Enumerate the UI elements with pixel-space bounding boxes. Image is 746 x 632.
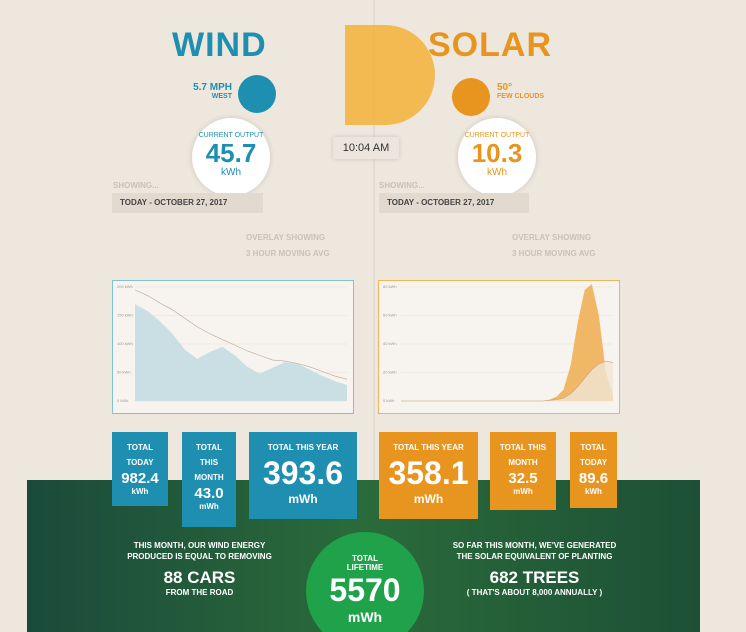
wind-speed: 5.7 MPH	[193, 82, 232, 93]
overlay-note: OVERLAY SHOWING 3 HOUR MOVING AVG	[512, 230, 596, 262]
overlay-line: 3 HOUR MOVING AVG	[512, 249, 596, 258]
total-box: TOTAL TODAY 982.4 kWh	[112, 432, 168, 506]
overlay-line: OVERLAY SHOWING	[246, 233, 326, 242]
moving-avg-line	[401, 360, 614, 402]
output-label: CURRENT OUTPUT	[464, 132, 530, 139]
wind-equivalent: THIS MONTH, OUR WIND ENERGY PRODUCED IS …	[112, 540, 287, 597]
y-tick-label: 0 kWh	[383, 398, 394, 403]
equivalent-value: 88 CARS	[163, 568, 236, 587]
total-unit: kWh	[585, 487, 602, 496]
y-tick-label: 50 kWh	[117, 370, 131, 375]
wind-conditions: 5.7 MPH WEST	[150, 82, 232, 100]
lifetime-value: 5570	[329, 572, 401, 608]
wind-title: WIND	[172, 26, 267, 64]
equivalent-text: THIS MONTH, OUR WIND ENERGY PRODUCED IS …	[127, 541, 272, 561]
lifetime-label: TOTAL LIFETIME	[346, 554, 384, 572]
clock: 10:04 AM	[333, 137, 399, 159]
solar-title: SOLAR	[428, 26, 552, 64]
y-tick-label: 40 kWh	[383, 341, 397, 346]
solar-chart: 0 kWh 20 kWh 40 kWh 60 kWh 80 kWh	[378, 280, 620, 414]
weather-icon	[452, 78, 490, 116]
showing-label: SHOWING...	[379, 181, 425, 190]
overlay-line: OVERLAY SHOWING	[512, 233, 592, 242]
y-tick-label: 80 kWh	[383, 284, 397, 289]
total-box: TOTAL THIS YEAR 358.1 mWh	[379, 432, 478, 519]
total-unit: mWh	[199, 502, 219, 511]
overlay-note: OVERLAY SHOWING 3 HOUR MOVING AVG	[246, 230, 330, 262]
total-value: 32.5	[508, 470, 538, 487]
y-tick-label: 60 kWh	[383, 313, 397, 318]
total-label: TOTAL THIS MONTH	[194, 443, 224, 482]
solar-conditions: 50° FEW CLOUDS	[497, 82, 544, 100]
solar-output: CURRENT OUTPUT 10.3 kWh	[458, 118, 536, 196]
total-label: TOTAL THIS YEAR	[393, 443, 464, 452]
date-dropdown[interactable]: TODAY - OCTOBER 27, 2017	[379, 193, 529, 213]
total-value: 89.6	[578, 470, 609, 487]
output-unit: kWh	[487, 167, 507, 178]
output-value: 10.3	[471, 138, 523, 168]
y-tick-label: 150 kWh	[117, 313, 133, 318]
conditions: FEW CLOUDS	[497, 93, 545, 100]
total-unit: mWh	[413, 492, 444, 506]
total-box: TOTAL TODAY 89.6 kWh	[570, 432, 617, 508]
total-label: TOTAL THIS MONTH	[499, 443, 547, 467]
total-value: 43.0	[194, 485, 224, 502]
solar-equivalent: SO FAR THIS MONTH, WE'VE GENERATED THE S…	[447, 540, 622, 597]
y-tick-label: 20 kWh	[383, 370, 397, 375]
temperature: 50°	[497, 82, 513, 93]
output-label: CURRENT OUTPUT	[198, 132, 264, 139]
total-label: TOTAL TODAY	[126, 443, 154, 467]
total-box: TOTAL THIS MONTH 32.5 mWh	[490, 432, 556, 510]
y-tick-label: 200 kWh	[117, 284, 133, 289]
total-value: 982.4	[121, 470, 159, 487]
total-label: TOTAL THIS YEAR	[267, 443, 339, 452]
total-box: TOTAL THIS MONTH 43.0 mWh	[182, 432, 236, 527]
wind-output: CURRENT OUTPUT 45.7 kWh	[192, 118, 270, 196]
equivalent-value: 682 TREES	[489, 568, 580, 587]
total-value: 393.6	[262, 455, 344, 491]
moving-avg-line	[134, 289, 348, 380]
total-label: TOTAL TODAY	[579, 443, 608, 467]
lifetime-circle: TOTAL LIFETIME 5570 mWh	[306, 532, 424, 632]
total-unit: mWh	[288, 492, 318, 506]
avg-area	[401, 361, 613, 401]
y-tick-label: 0 kWh	[117, 398, 128, 403]
wind-chart: 0 kWh 50 kWh 100 kWh 150 kWh 200 kWh	[112, 280, 354, 414]
total-unit: kWh	[131, 487, 149, 496]
total-value: 358.1	[388, 455, 469, 491]
value-area	[135, 304, 347, 401]
date-dropdown[interactable]: TODAY - OCTOBER 27, 2017	[112, 193, 263, 213]
overlay-line: 3 HOUR MOVING AVG	[246, 249, 330, 258]
output-value: 45.7	[205, 138, 257, 168]
equivalent-note: ( THAT'S ABOUT 8,000 ANNUALLY )	[466, 588, 603, 597]
y-tick-label: 100 kWh	[117, 341, 133, 346]
total-unit: mWh	[513, 487, 533, 496]
equivalent-text: SO FAR THIS MONTH, WE'VE GENERATED THE S…	[452, 541, 617, 561]
divider	[373, 0, 375, 480]
compass-icon	[238, 75, 276, 113]
equivalent-note: FROM THE ROAD	[165, 588, 234, 597]
lifetime-unit: mWh	[347, 609, 383, 625]
total-box: TOTAL THIS YEAR 393.6 mWh	[249, 432, 357, 519]
sun-graphic	[345, 25, 435, 125]
output-unit: kWh	[221, 167, 241, 178]
wind-direction: WEST	[211, 93, 232, 100]
showing-label: SHOWING...	[113, 181, 159, 190]
